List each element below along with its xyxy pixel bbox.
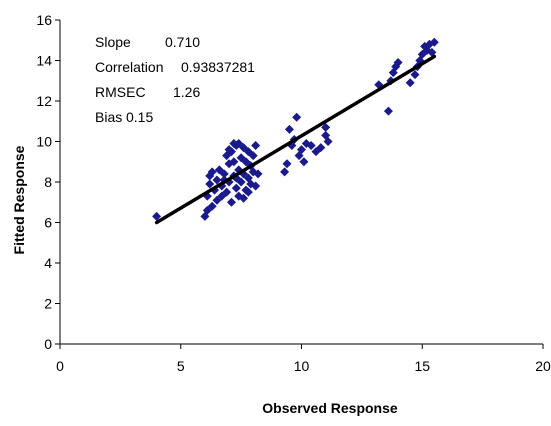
x-tick-label: 10 — [294, 358, 310, 374]
data-point — [253, 169, 263, 179]
data-point — [282, 159, 292, 169]
data-point — [212, 175, 222, 185]
y-tick-label: 16 — [36, 12, 52, 28]
stat-label: Slope — [95, 34, 131, 50]
data-point — [292, 112, 302, 122]
y-tick-label: 12 — [36, 93, 52, 109]
data-point — [410, 70, 420, 80]
stat-value: 1.26 — [173, 84, 200, 100]
y-tick-label: 2 — [44, 296, 52, 312]
data-point — [391, 62, 401, 72]
stat-label: Correlation — [95, 59, 163, 75]
data-point — [152, 211, 162, 221]
y-axis-title: Fitted Response — [11, 145, 27, 254]
data-point — [251, 181, 261, 191]
data-point — [248, 151, 258, 161]
data-point — [427, 47, 437, 57]
data-point — [299, 157, 309, 167]
data-point — [222, 187, 232, 197]
y-tick-label: 14 — [36, 53, 52, 69]
data-point — [297, 145, 306, 155]
stat-value: 0.710 — [165, 34, 200, 50]
data-point — [226, 197, 236, 207]
data-point — [229, 157, 239, 167]
data-point — [321, 122, 331, 132]
x-tick-label: 5 — [177, 358, 185, 374]
data-point — [280, 167, 290, 177]
data-point — [224, 145, 234, 155]
x-tick-label: 0 — [56, 358, 64, 374]
stat-label: RMSEC — [95, 84, 146, 100]
data-point — [243, 187, 253, 197]
data-point — [323, 137, 333, 146]
data-point — [239, 193, 249, 203]
data-point — [207, 167, 217, 177]
data-point — [284, 124, 294, 134]
data-point — [207, 201, 217, 211]
x-tick-label: 20 — [535, 358, 551, 374]
fit-line-group — [154, 54, 437, 225]
y-tick-label: 6 — [44, 215, 52, 231]
stat-value: 0.15 — [126, 109, 153, 125]
data-point — [248, 167, 258, 177]
data-point — [429, 37, 439, 47]
stat-value: 0.93837281 — [181, 59, 255, 75]
x-tick-label: 15 — [414, 358, 430, 374]
data-point — [251, 141, 261, 151]
data-point — [219, 169, 229, 179]
y-tick-label: 8 — [44, 174, 52, 190]
x-axis-ticks: 0 5 10 15 20 — [56, 344, 551, 374]
data-point — [234, 139, 244, 149]
y-axis-ticks: 0 2 4 6 8 10 12 14 16 — [36, 12, 60, 352]
x-axis-title: Observed Response — [262, 400, 398, 416]
data-point — [383, 106, 393, 116]
data-point — [393, 58, 403, 68]
y-tick-label: 4 — [44, 255, 52, 271]
stat-label: Bias — [95, 109, 122, 125]
y-tick-label: 0 — [44, 336, 52, 352]
data-point — [205, 179, 215, 189]
fit-line — [154, 54, 437, 225]
data-point — [316, 143, 326, 153]
data-point — [405, 78, 415, 88]
axes — [59, 20, 543, 345]
data-point — [306, 141, 316, 151]
data-point — [229, 139, 239, 149]
data-point — [231, 183, 241, 193]
y-tick-label: 10 — [36, 134, 52, 150]
